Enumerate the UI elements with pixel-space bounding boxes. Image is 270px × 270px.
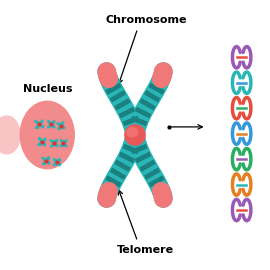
Ellipse shape [20, 101, 74, 169]
Ellipse shape [125, 125, 145, 145]
Ellipse shape [0, 116, 20, 154]
Text: Telomere: Telomere [117, 245, 174, 255]
Ellipse shape [127, 128, 138, 137]
Text: Chromosome: Chromosome [105, 15, 187, 25]
Text: Nucleus: Nucleus [22, 85, 72, 94]
